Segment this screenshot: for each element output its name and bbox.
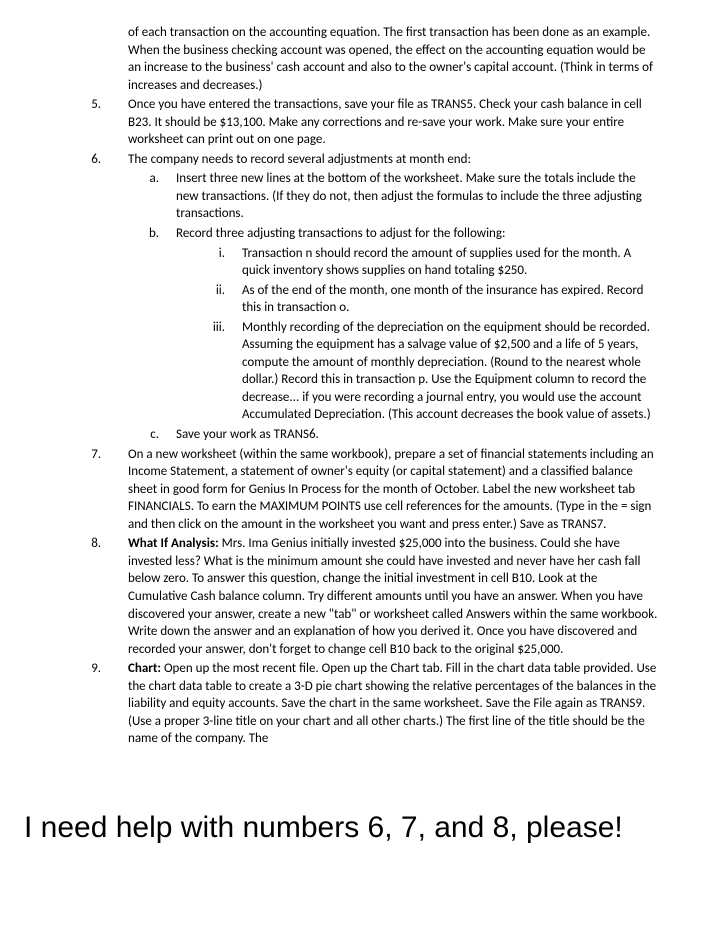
item-6b: Record three adjusting transactions to a…: [162, 225, 659, 424]
item-8-rest: Mrs. Ima Genius initially invested $25,0…: [128, 536, 657, 656]
item-5: Once you have entered the transactions, …: [104, 96, 659, 149]
main-ordered-list: Once you have entered the transactions, …: [60, 96, 659, 748]
item-9-bold: Chart:: [128, 661, 161, 676]
item-6-lead: The company needs to record several adju…: [128, 152, 471, 167]
item-6c: Save your work as TRANS6.: [162, 426, 659, 444]
item-6a: Insert three new lines at the bottom of …: [162, 170, 659, 223]
item-8-bold: What If Analysis:: [128, 536, 219, 551]
item-9-rest: Open up the most recent file. Open up th…: [128, 661, 656, 746]
document-page: of each transaction on the accounting eq…: [0, 0, 719, 748]
item-6b-sublist: Transaction n should record the amount o…: [176, 245, 659, 424]
item-6b-ii: As of the end of the month, one month of…: [228, 282, 659, 317]
item-6-sublist: Insert three new lines at the bottom of …: [128, 170, 659, 443]
item-8: What If Analysis: Mrs. Ima Genius initia…: [104, 535, 659, 658]
item-6: The company needs to record several adju…: [104, 151, 659, 444]
item-7: On a new worksheet (within the same work…: [104, 446, 659, 534]
item-6b-lead: Record three adjusting transactions to a…: [176, 226, 505, 241]
item-9: Chart: Open up the most recent file. Ope…: [104, 660, 659, 748]
continuation-paragraph: of each transaction on the accounting eq…: [128, 24, 659, 94]
item-6b-i: Transaction n should record the amount o…: [228, 245, 659, 280]
user-question: I need help with numbers 6, 7, and 8, pl…: [0, 750, 719, 870]
item-6b-iii: Monthly recording of the depreciation on…: [228, 319, 659, 424]
